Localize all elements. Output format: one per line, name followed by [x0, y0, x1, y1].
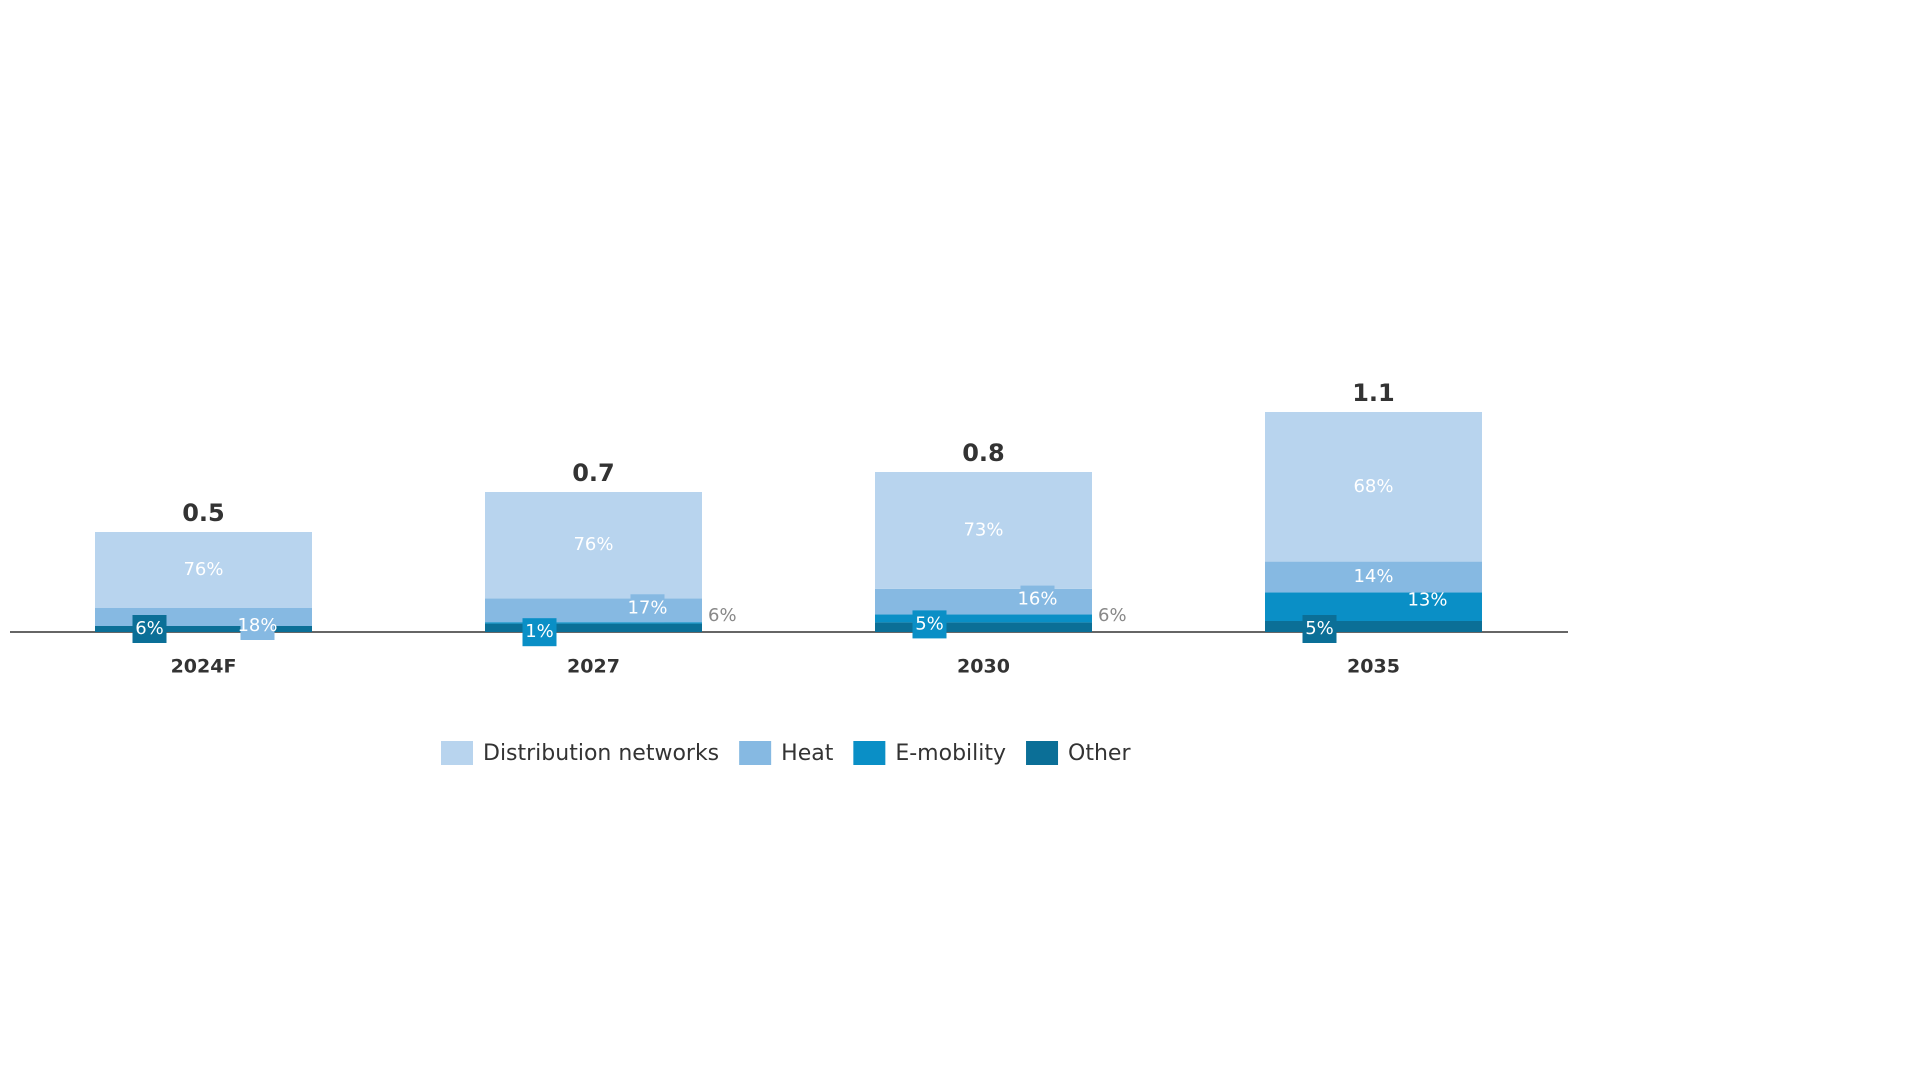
bar-segment [95, 532, 312, 608]
bar-segment [485, 598, 702, 623]
label-box [630, 594, 665, 623]
value-label: 1% [525, 621, 554, 642]
label-box [1302, 615, 1337, 643]
legend-swatch [441, 741, 473, 765]
value-label: 13% [1407, 590, 1447, 611]
x-tick-label: 2027 [567, 656, 620, 678]
bar-segment [875, 472, 1092, 589]
total-label: 1.1 [1352, 379, 1395, 407]
value-label: 17% [627, 597, 667, 618]
label-box [522, 618, 557, 647]
bar-segment [485, 623, 702, 632]
legend-swatch [739, 741, 772, 765]
legend-label: E-mobility [895, 741, 1006, 766]
label-box [132, 615, 167, 643]
total-label: 0.8 [962, 439, 1005, 467]
bar-segment [485, 622, 702, 624]
bar-segment [1265, 592, 1482, 621]
bar-segment [95, 626, 312, 632]
label-box [240, 612, 275, 640]
value-label: 16% [1017, 589, 1057, 610]
legend-swatch [853, 741, 886, 765]
x-tick-label: 2030 [957, 656, 1010, 678]
x-tick-label: 2024F [171, 656, 237, 678]
value-label: 76% [573, 534, 613, 555]
bar-segment [485, 492, 702, 599]
value-label: 14% [1353, 566, 1393, 587]
bar-segment [875, 622, 1092, 632]
value-label: 6% [708, 605, 737, 626]
bar-segment [1265, 412, 1482, 562]
legend-swatch [1026, 741, 1059, 765]
legend-label: Distribution networks [483, 741, 719, 766]
value-label: 6% [1098, 605, 1127, 626]
value-label: 68% [1353, 476, 1393, 497]
value-label: 6% [135, 618, 164, 639]
bar-segment [1265, 561, 1482, 593]
value-label: 5% [915, 613, 944, 634]
value-label: 18% [237, 615, 277, 636]
bar-segment [875, 588, 1092, 615]
total-label: 0.5 [182, 499, 225, 527]
legend-label: Heat [781, 741, 834, 766]
value-label: 76% [183, 559, 223, 580]
label-box [912, 610, 947, 639]
label-box [1020, 585, 1055, 614]
total-label: 0.7 [572, 459, 615, 487]
x-tick-label: 2035 [1347, 656, 1400, 678]
bar-segment [875, 614, 1092, 623]
bar-segment [1265, 621, 1482, 632]
value-label: 5% [1305, 618, 1334, 639]
legend-label: Other [1068, 741, 1131, 766]
value-label: 73% [963, 519, 1003, 540]
bar-segment [95, 608, 312, 626]
